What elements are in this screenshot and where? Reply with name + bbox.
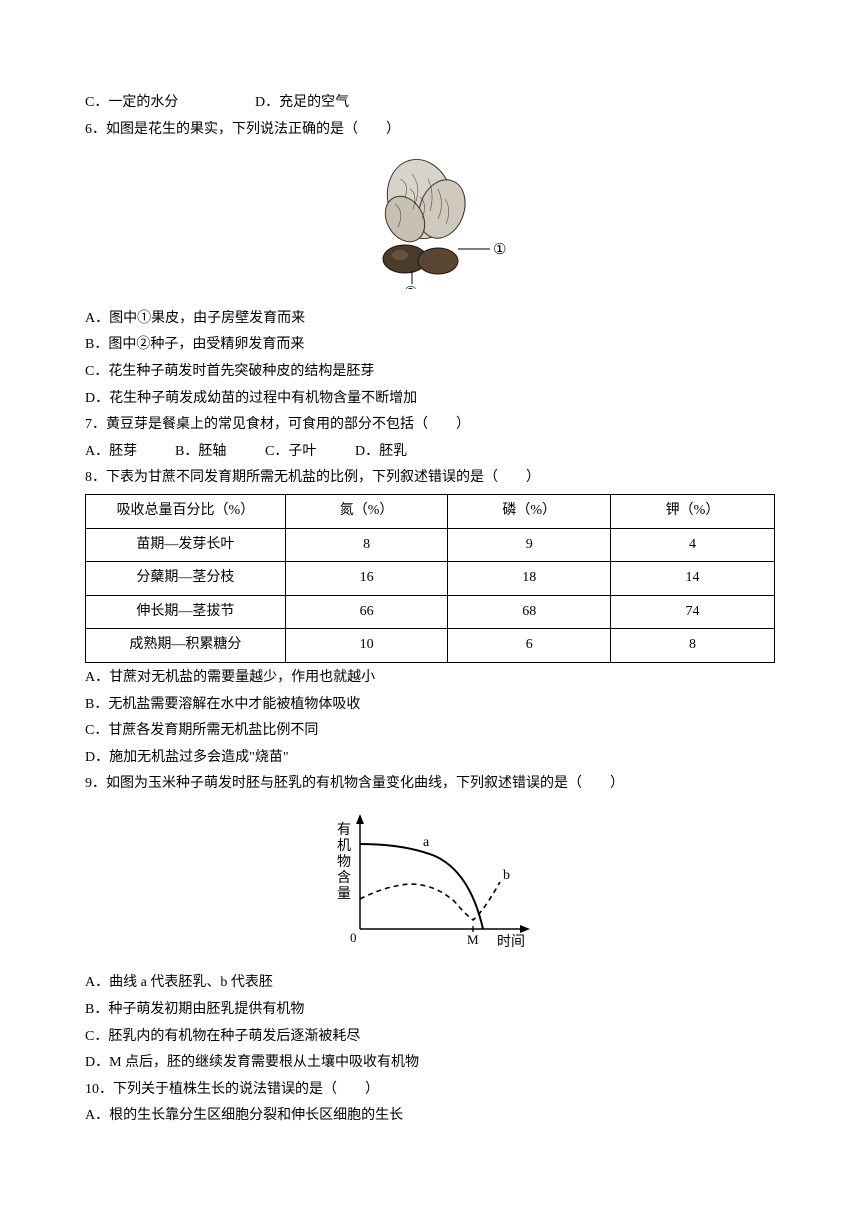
q7-option-c: C．子叶 (265, 439, 355, 466)
q10-stem: 10．下列关于植株生长的说法错误的是（ ） (85, 1077, 775, 1104)
q6-option-b: B．图中②种子，由受精卵发育而来 (85, 332, 775, 359)
curve-b-label: b (503, 868, 510, 883)
chart-x-label: 时间 (497, 934, 525, 950)
peanut-icon: ① ② (350, 149, 510, 289)
q9-option-d: D．M 点后，胚的继续发育需要根从土壤中吸收有机物 (85, 1050, 775, 1077)
svg-text:量: 量 (337, 886, 351, 902)
q6-option-c: C．花生种子萌发时首先突破种皮的结构是胚芽 (85, 359, 775, 386)
q5-option-c: C．一定的水分 (85, 90, 255, 117)
q10-option-a: A．根的生长靠分生区细胞分裂和伸长区细胞的生长 (85, 1103, 775, 1130)
q8-option-c: C．甘蔗各发育期所需无机盐比例不同 (85, 718, 775, 745)
q7-option-a: A．胚芽 (85, 439, 175, 466)
curve-a-label: a (423, 835, 430, 850)
q9-figure: 有 机 物 含 量 0 时间 a b M (85, 804, 775, 965)
table-row: 苗期—发芽长叶894 (86, 528, 775, 562)
table-header: 氮（%） (285, 494, 448, 528)
table-cell: 14 (610, 562, 774, 596)
figure-label-2: ② (404, 285, 417, 289)
q6-stem: 6．如图是花生的果实，下列说法正确的是（ ） (85, 117, 775, 144)
q7-option-d: D．胚乳 (355, 439, 445, 466)
table-cell: 分蘖期—茎分枝 (86, 562, 286, 596)
table-header: 钾（%） (610, 494, 774, 528)
q9-option-c: C．胚乳内的有机物在种子萌发后逐渐被耗尽 (85, 1024, 775, 1051)
table-row: 成熟期—积累糖分1068 (86, 629, 775, 663)
corn-seed-chart: 有 机 物 含 量 0 时间 a b M (315, 804, 545, 954)
q9-option-b: B．种子萌发初期由胚乳提供有机物 (85, 997, 775, 1024)
table-header: 吸收总量百分比（%） (86, 494, 286, 528)
table-header: 磷（%） (448, 494, 611, 528)
figure-label-1: ① (493, 242, 506, 258)
q8-option-d: D．施加无机盐过多会造成"烧苗" (85, 745, 775, 772)
table-cell: 8 (285, 528, 448, 562)
q6-option-d: D．花生种子萌发成幼苗的过程中有机物含量不断增加 (85, 386, 775, 413)
table-cell: 8 (610, 629, 774, 663)
q7-options: A．胚芽 B．胚轴 C．子叶 D．胚乳 (85, 439, 775, 466)
q5-option-d: D．充足的空气 (255, 90, 349, 117)
table-cell: 66 (285, 595, 448, 629)
table-cell: 18 (448, 562, 611, 596)
q6-figure: ① ② (85, 149, 775, 300)
q8-table: 吸收总量百分比（%） 氮（%） 磷（%） 钾（%） 苗期—发芽长叶894分蘖期—… (85, 494, 775, 663)
point-m-label: M (467, 932, 479, 947)
svg-text:含: 含 (337, 870, 351, 886)
q5-options-cd: C．一定的水分 D．充足的空气 (85, 90, 775, 117)
q8-option-a: A．甘蔗对无机盐的需要量越少，作用也就越小 (85, 665, 775, 692)
table-cell: 4 (610, 528, 774, 562)
table-header-row: 吸收总量百分比（%） 氮（%） 磷（%） 钾（%） (86, 494, 775, 528)
svg-text:物: 物 (337, 854, 351, 870)
chart-y-label: 有 (337, 822, 351, 838)
table-row: 分蘖期—茎分枝161814 (86, 562, 775, 596)
table-cell: 74 (610, 595, 774, 629)
svg-text:机: 机 (337, 838, 351, 854)
q7-stem: 7．黄豆芽是餐桌上的常见食材，可食用的部分不包括（ ） (85, 412, 775, 439)
table-cell: 10 (285, 629, 448, 663)
chart-origin: 0 (350, 930, 357, 945)
q6-option-a: A．图中①果皮，由子房壁发育而来 (85, 306, 775, 333)
q9-stem: 9．如图为玉米种子萌发时胚与胚乳的有机物含量变化曲线，下列叙述错误的是（ ） (85, 771, 775, 798)
table-cell: 68 (448, 595, 611, 629)
q7-option-b: B．胚轴 (175, 439, 265, 466)
q8-stem: 8．下表为甘蔗不同发育期所需无机盐的比例，下列叙述错误的是（ ） (85, 465, 775, 492)
q9-option-a: A．曲线 a 代表胚乳、b 代表胚 (85, 970, 775, 997)
table-cell: 6 (448, 629, 611, 663)
q8-option-b: B．无机盐需要溶解在水中才能被植物体吸收 (85, 692, 775, 719)
table-cell: 苗期—发芽长叶 (86, 528, 286, 562)
table-cell: 成熟期—积累糖分 (86, 629, 286, 663)
table-row: 伸长期—茎拔节666874 (86, 595, 775, 629)
table-cell: 16 (285, 562, 448, 596)
table-cell: 9 (448, 528, 611, 562)
table-cell: 伸长期—茎拔节 (86, 595, 286, 629)
